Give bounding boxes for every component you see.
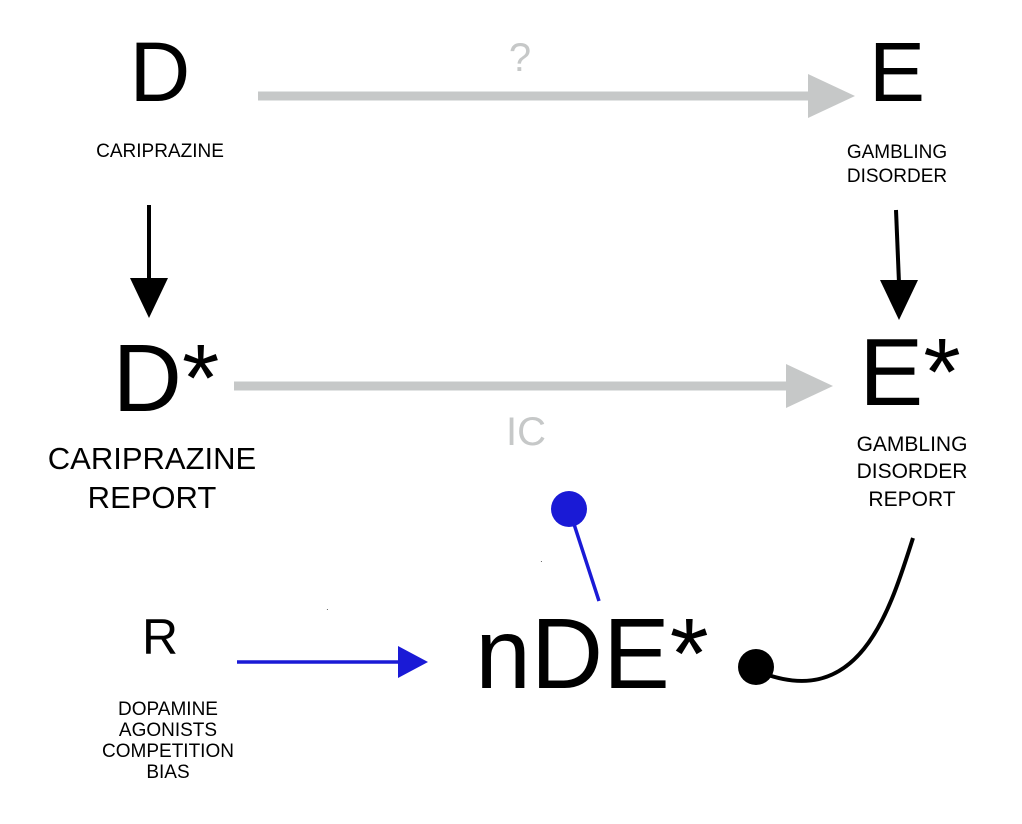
node-e-star-caption: GAMBLING DISORDER REPORT bbox=[856, 433, 968, 511]
node-e-letter: E bbox=[868, 25, 926, 119]
edge-label-d-to-e: ? bbox=[508, 36, 532, 80]
node-d-letter: D bbox=[129, 25, 191, 119]
black-curve-connector bbox=[738, 537, 915, 685]
arrow-d-to-d-star bbox=[130, 205, 168, 318]
node-r-letter: R bbox=[141, 609, 179, 665]
node-d-caption: CARIPRAZINE bbox=[96, 141, 224, 162]
node-nde-star-letter: nDE* bbox=[475, 598, 709, 710]
arrow-r-to-nde-star bbox=[237, 646, 428, 678]
stray-mark: · bbox=[540, 557, 543, 566]
node-e-caption: GAMBLING DISORDER bbox=[846, 142, 948, 187]
node-e-star-letter: E* bbox=[859, 319, 961, 426]
stray-mark: · bbox=[326, 605, 329, 614]
blue-circle-connector bbox=[551, 491, 601, 602]
node-d-star-letter: D* bbox=[112, 325, 220, 432]
edge-label-d-star-to-e-star: IC bbox=[506, 410, 546, 454]
node-r-caption: DOPAMINE AGONISTS COMPETITION BIAS bbox=[102, 699, 234, 783]
node-d-star-caption: CARIPRAZINE REPORT bbox=[47, 441, 257, 515]
arrow-d-star-to-e-star bbox=[234, 364, 833, 408]
arrow-d-to-e bbox=[258, 74, 855, 118]
arrow-e-to-e-star bbox=[880, 209, 918, 320]
